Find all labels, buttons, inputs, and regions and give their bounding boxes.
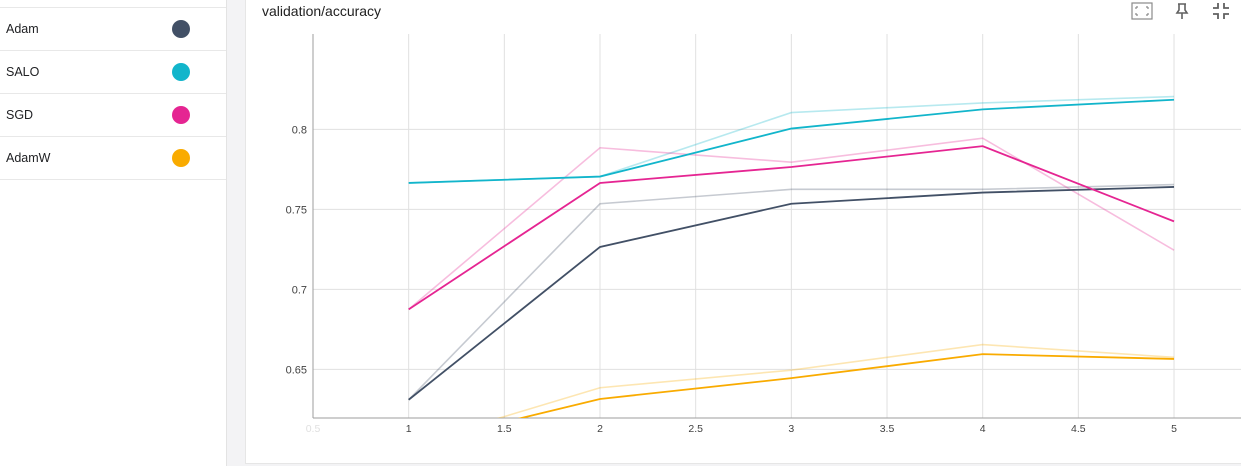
fit-domain-icon	[1131, 2, 1153, 20]
series-line-adam	[408, 186, 1175, 401]
chart-card: validation/accuracy 0.5 1 1.5 2 2.5 3 3.5 4 4.5 5…	[245, 0, 1241, 464]
y-tick-label: 0.65	[286, 364, 307, 376]
line-chart[interactable]: 0.5 1 1.5 2 2.5 3 3.5 4 4.5 5 0.65 0.7 0.75 0.8	[246, 0, 1241, 464]
y-tick-label: 0.7	[292, 284, 307, 296]
run-row[interactable]: SALO	[0, 51, 226, 94]
x-tick-label: 2	[597, 423, 603, 435]
pin-icon	[1175, 3, 1189, 19]
collapse-icon	[1213, 3, 1229, 19]
series-line-salo	[408, 98, 1175, 184]
x-tick-label: 3.5	[880, 423, 895, 435]
x-tick-label: 2.5	[688, 423, 703, 435]
fit-domain-button[interactable]	[1130, 0, 1154, 22]
x-tick-label: 0.5	[306, 423, 321, 435]
x-tick-label: 4.5	[1071, 423, 1086, 435]
series-raw-line-adamw	[496, 343, 1175, 418]
series-raw-line-adam	[408, 183, 1175, 401]
run-color-swatch[interactable]	[172, 106, 190, 124]
x-tick-label: 4	[980, 423, 986, 435]
run-color-swatch[interactable]	[172, 149, 190, 167]
run-label: AdamW	[6, 151, 51, 165]
x-tick-label: 5	[1171, 423, 1177, 435]
run-label: Adam	[6, 22, 39, 36]
x-tick-label: 1	[406, 423, 412, 435]
run-row[interactable]: AdamW	[0, 137, 226, 180]
series-line-sgd	[408, 145, 1175, 311]
series-group	[408, 95, 1175, 418]
run-color-swatch[interactable]	[172, 63, 190, 81]
x-tick-label: 1.5	[497, 423, 512, 435]
run-row[interactable]: SGD	[0, 94, 226, 137]
sidebar-top-spacer	[0, 0, 226, 8]
series-line-adamw	[517, 353, 1175, 418]
y-tick-label: 0.75	[286, 204, 307, 216]
pin-button[interactable]	[1170, 0, 1194, 22]
run-color-swatch[interactable]	[172, 20, 190, 38]
run-row[interactable]: Adam	[0, 8, 226, 51]
x-tick-label: 3	[788, 423, 794, 435]
collapse-button[interactable]	[1209, 0, 1233, 22]
y-tick-label: 0.8	[292, 124, 307, 136]
series-raw-line-sgd	[408, 137, 1175, 310]
run-label: SGD	[6, 108, 34, 122]
run-label: SALO	[6, 65, 40, 79]
chart-title: validation/accuracy	[262, 3, 382, 19]
run-legend-sidebar: Adam SALO SGD AdamW	[0, 0, 227, 466]
